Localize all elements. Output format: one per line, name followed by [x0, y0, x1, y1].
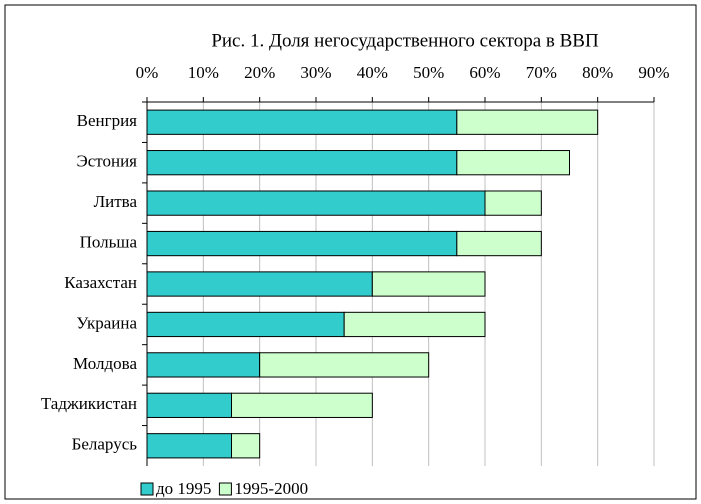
- bar: [231, 392, 373, 418]
- legend-swatch: [218, 482, 232, 496]
- bar: [146, 271, 373, 297]
- x-tick-label: 90%: [638, 63, 669, 82]
- bar: [146, 230, 458, 257]
- y-tick-label: Венгрия: [77, 111, 138, 130]
- x-tick-label: 80%: [582, 63, 613, 82]
- y-tick-label: Польша: [80, 232, 138, 251]
- bar: [146, 392, 232, 418]
- bar: [231, 433, 261, 459]
- chart-title: Рис. 1. Доля негосударственного сектора …: [211, 30, 599, 51]
- y-tick-label: Литва: [94, 192, 138, 211]
- legend-label: до 1995: [156, 479, 211, 498]
- bar: [371, 271, 486, 297]
- y-tick-label: Украина: [76, 313, 137, 332]
- y-tick-label: Беларусь: [72, 435, 138, 454]
- y-tick-label: Эстония: [77, 152, 138, 171]
- bar: [456, 150, 571, 176]
- x-tick-label: 30%: [300, 63, 331, 82]
- legend-swatch: [140, 482, 154, 496]
- legend-label: 1995-2000: [234, 479, 308, 498]
- bar: [484, 190, 542, 216]
- bar: [146, 109, 458, 135]
- x-tick-label: 40%: [357, 63, 388, 82]
- bar: [146, 311, 345, 338]
- bar: [456, 109, 599, 135]
- bar: [146, 433, 232, 459]
- bar: [146, 352, 261, 378]
- bar: [146, 190, 486, 216]
- bar: [456, 230, 542, 257]
- x-tick-label: 60%: [469, 63, 500, 82]
- x-tick-label: 70%: [526, 63, 557, 82]
- y-tick-label: Молдова: [73, 354, 137, 373]
- bar: [343, 311, 486, 338]
- x-tick-label: 20%: [244, 63, 275, 82]
- y-tick-label: Казахстан: [64, 273, 137, 292]
- bar: [259, 352, 430, 378]
- x-tick-label: 10%: [188, 63, 219, 82]
- bar: [146, 150, 458, 176]
- y-tick-label: Таджикистан: [41, 394, 137, 413]
- x-tick-label: 0%: [136, 63, 159, 82]
- x-tick-label: 50%: [413, 63, 444, 82]
